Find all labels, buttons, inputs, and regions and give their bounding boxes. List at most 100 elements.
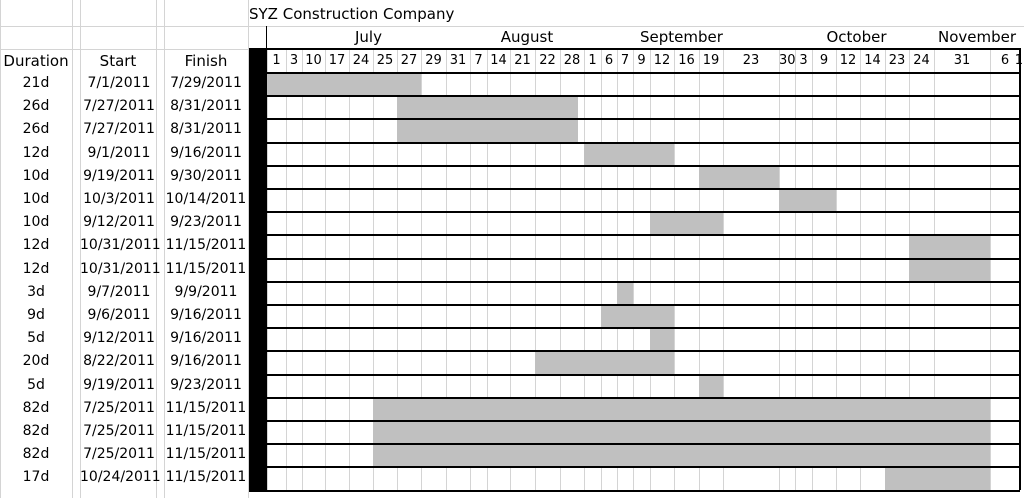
gridline-vertical <box>164 0 165 498</box>
task-finish: 11/15/2011 <box>165 260 247 277</box>
day-tick-label: 22 <box>539 53 556 68</box>
gantt-bar <box>397 96 578 119</box>
row-line <box>267 118 1020 120</box>
gridline-vertical <box>446 49 447 490</box>
task-finish: 8/31/2011 <box>170 98 242 115</box>
task-duration: 82d <box>22 423 50 439</box>
gridline-vertical <box>535 49 536 490</box>
day-tick-label: 1 <box>588 53 597 68</box>
task-finish: 9/30/2011 <box>170 167 242 184</box>
gridline-vertical <box>421 49 422 490</box>
gridline-vertical <box>487 49 488 490</box>
task-start: 8/22/2011 <box>83 353 155 370</box>
task-duration: 12d <box>22 144 50 161</box>
separator-column <box>249 49 267 492</box>
gridline-vertical <box>470 49 471 490</box>
task-duration: 26d <box>22 98 50 115</box>
gridline-vertical <box>617 49 618 490</box>
day-tick-label: 14 <box>490 53 507 68</box>
day-tick-label: 24 <box>913 53 930 68</box>
gantt-bar <box>267 73 421 96</box>
day-tick-label: 6 <box>604 53 614 68</box>
task-start: 9/12/2011 <box>83 330 155 347</box>
gantt-bar <box>397 119 578 142</box>
row-line <box>267 490 1020 492</box>
day-tick-label: 9 <box>637 53 646 68</box>
row-line <box>267 142 1020 144</box>
gantt-bar <box>373 421 990 444</box>
day-tick-label: 31 <box>449 53 467 68</box>
col-header-duration: Duration <box>3 52 69 70</box>
row-line <box>267 304 1020 306</box>
task-duration: 20d <box>22 353 50 370</box>
gridline-vertical <box>397 49 398 490</box>
day-tick-label: 7 <box>620 53 630 68</box>
gridline-vertical <box>302 49 303 490</box>
task-finish: 9/16/2011 <box>170 144 242 161</box>
day-tick-label: 6 <box>1000 53 1010 68</box>
row-line <box>267 165 1020 167</box>
task-duration: 82d <box>22 446 50 463</box>
gridline-vertical <box>510 49 511 490</box>
chart-border-left <box>266 26 267 50</box>
chart-border-top <box>249 48 1020 50</box>
day-tick-label: 27 <box>400 53 418 68</box>
day-tick-label: 21 <box>514 53 531 68</box>
gantt-bar <box>885 467 990 490</box>
task-duration: 10d <box>22 167 50 184</box>
day-tick-label: 14 <box>864 53 881 68</box>
day-tick-label: 19 <box>702 53 720 68</box>
task-finish: 9/23/2011 <box>170 214 242 231</box>
col-header-finish: Finish <box>184 52 228 70</box>
row-line <box>267 350 1020 352</box>
gantt-bar <box>601 305 674 328</box>
task-finish: 7/29/2011 <box>170 75 242 91</box>
row-line <box>267 258 1020 260</box>
task-finish: 9/9/2011 <box>174 283 238 300</box>
day-tick-label: 24 <box>352 53 370 68</box>
task-duration: 17d <box>22 469 50 486</box>
gantt-bar <box>909 258 990 281</box>
task-duration: 3d <box>27 283 45 300</box>
day-tick-label: 25 <box>376 53 394 68</box>
day-tick-label: 1 <box>272 53 281 68</box>
month-label: November <box>937 28 1017 46</box>
day-tick-label: 23 <box>742 53 760 68</box>
gridline-vertical <box>72 0 73 498</box>
row-line <box>267 327 1020 329</box>
gantt-bar <box>373 397 990 420</box>
task-duration: 5d <box>27 376 45 393</box>
task-duration: 5d <box>27 330 45 347</box>
task-start: 7/27/2011 <box>83 98 155 115</box>
task-start: 7/25/2011 <box>83 423 155 439</box>
row-line <box>267 72 1020 74</box>
task-finish: 11/15/2011 <box>165 469 247 486</box>
task-start: 10/31/2011 <box>80 237 161 254</box>
task-duration: 10d <box>22 191 50 207</box>
gantt-bar <box>373 444 990 467</box>
gridline-vertical <box>325 49 326 490</box>
gridline-vertical <box>584 49 585 490</box>
task-start: 7/25/2011 <box>83 446 155 463</box>
task-finish: 11/15/2011 <box>165 446 247 463</box>
task-start: 10/31/2011 <box>80 260 161 277</box>
task-start: 9/19/2011 <box>83 376 155 393</box>
day-tick-label: 9 <box>819 53 829 68</box>
task-start: 9/12/2011 <box>83 214 155 231</box>
row-line <box>267 466 1020 468</box>
task-start: 10/24/2011 <box>80 469 161 486</box>
gantt-bar <box>650 212 723 235</box>
gridline-vertical <box>373 49 374 490</box>
gantt-bar <box>535 351 674 374</box>
task-finish: 11/15/2011 <box>165 423 247 439</box>
row-line <box>267 211 1020 213</box>
gridline-vertical <box>812 49 813 490</box>
gridline-vertical <box>601 49 602 490</box>
gridline-vertical <box>633 49 634 490</box>
task-finish: 11/15/2011 <box>165 399 247 416</box>
task-duration: 10d <box>22 214 50 231</box>
gantt-bar <box>617 281 633 304</box>
gantt-bar <box>779 189 836 212</box>
gridline-vertical <box>650 49 651 490</box>
day-tick-label: 10 <box>305 53 322 68</box>
